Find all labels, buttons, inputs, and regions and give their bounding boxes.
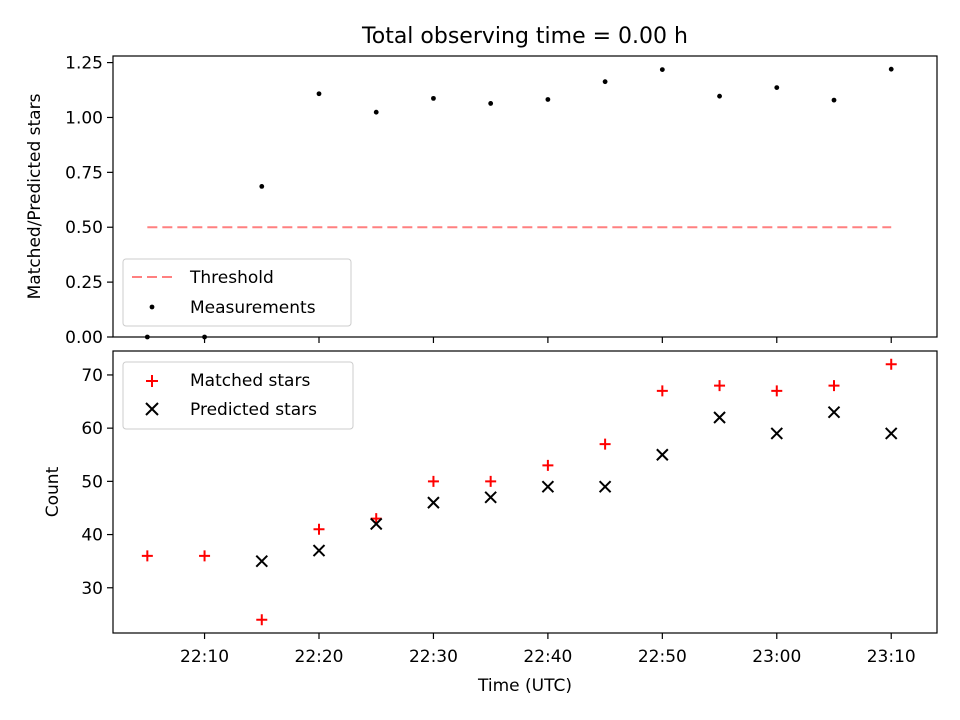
top-panel: Total observing time = 0.00 h 0.000.250.… xyxy=(25,24,938,348)
measurement-point xyxy=(316,91,322,97)
predicted-star-point xyxy=(885,427,898,440)
matched-star-point xyxy=(427,475,439,487)
matched-legend-swatch xyxy=(146,375,158,387)
bottom-legend-box xyxy=(122,361,354,430)
x-tick-label: 22:20 xyxy=(295,647,344,667)
top-y-tick-label: 0.50 xyxy=(65,218,103,238)
predicted-star-point xyxy=(770,427,783,440)
top-y-tick-label: 0.25 xyxy=(65,273,103,293)
matched-star-point xyxy=(199,550,211,562)
matched-star-point xyxy=(542,459,554,471)
predicted-star-point xyxy=(427,496,440,509)
threshold-legend-label: Threshold xyxy=(189,268,274,288)
measurement-point xyxy=(602,79,608,85)
matched-star-point xyxy=(141,550,153,562)
matched-star-point xyxy=(656,385,668,397)
bottom-legend: Matched stars Predicted stars xyxy=(122,361,354,430)
x-tick-label: 23:10 xyxy=(867,647,916,667)
measurement-point xyxy=(774,85,780,91)
measurements-legend-swatch xyxy=(149,304,155,310)
bottom-axes-frame xyxy=(112,350,938,634)
matched-star-point xyxy=(256,614,268,626)
top-legend: Threshold Measurements xyxy=(122,258,352,327)
measurement-point xyxy=(888,66,894,72)
measurement-point xyxy=(488,101,494,106)
matched-star-point xyxy=(885,358,897,370)
top-axes-frame xyxy=(112,55,938,338)
x-tick-label: 22:40 xyxy=(523,647,572,667)
measurement-point xyxy=(373,109,379,115)
bottom-y-tick-label: 40 xyxy=(81,526,103,546)
top-y-tick-label: 0.00 xyxy=(65,328,103,348)
x-tick-label: 22:50 xyxy=(638,647,687,667)
measurement-point xyxy=(717,93,722,99)
measurement-point xyxy=(659,67,665,73)
top-y-axis-label: Matched/Predicted stars xyxy=(25,93,45,299)
bottom-y-tick-label: 30 xyxy=(81,579,103,599)
bottom-y-ticks: 30 40 50 60 70 xyxy=(81,366,113,599)
x-tick-label: 23:00 xyxy=(752,647,801,667)
predicted-star-point xyxy=(541,480,555,493)
top-y-tick-label: 0.75 xyxy=(65,163,103,183)
measurement-point xyxy=(259,184,265,189)
predicted-star-point xyxy=(713,411,726,424)
predicted-star-point xyxy=(827,405,841,419)
measurement-point xyxy=(431,95,436,101)
predicted-star-point xyxy=(255,554,268,568)
top-y-ticks: 0.00 0.25 0.50 0.75 1.00 1.25 xyxy=(65,54,113,348)
matched-star-point xyxy=(771,385,783,397)
chart-title: Total observing time = 0.00 h xyxy=(361,24,688,49)
top-y-tick-label: 1.00 xyxy=(65,108,103,128)
predicted-star-point xyxy=(370,517,383,531)
bottom-y-axis-label: Count xyxy=(43,466,63,517)
bottom-panel: 30 40 50 60 70 22:10 22:20 22:30 22:40 22:50 23:0… xyxy=(43,350,938,696)
measurements-legend-label: Measurements xyxy=(190,298,316,318)
bottom-y-tick-label: 70 xyxy=(81,366,103,386)
bottom-y-tick-label: 60 xyxy=(81,419,103,439)
matched-star-point xyxy=(313,523,325,535)
top-x-ticks xyxy=(203,337,892,343)
matched-star-point xyxy=(370,513,382,525)
predicted-legend-swatch xyxy=(145,402,159,416)
predicted-legend-label: Predicted stars xyxy=(190,400,317,420)
top-plot-area xyxy=(144,66,894,340)
top-y-tick-label: 1.25 xyxy=(65,54,103,74)
bottom-y-tick-label: 50 xyxy=(81,472,103,492)
top-legend-box xyxy=(122,258,352,327)
x-axis-label: Time (UTC) xyxy=(477,676,572,696)
bottom-plot-area xyxy=(141,358,898,626)
bottom-x-ticks: 22:10 22:20 22:30 22:40 22:50 23:00 23:10 xyxy=(180,633,916,667)
predicted-star-point xyxy=(484,491,497,504)
predicted-star-point xyxy=(312,544,326,557)
x-tick-label: 22:10 xyxy=(180,647,229,667)
matched-star-point xyxy=(828,380,840,392)
measurement-point xyxy=(831,97,837,103)
matched-star-point xyxy=(599,438,611,450)
predicted-star-point xyxy=(656,448,669,461)
measurement-point xyxy=(545,97,551,102)
predicted-star-point xyxy=(598,480,612,493)
matched-legend-label: Matched stars xyxy=(190,371,310,391)
matched-star-point xyxy=(714,380,726,392)
matched-star-point xyxy=(485,475,497,487)
x-tick-label: 22:30 xyxy=(409,647,458,667)
